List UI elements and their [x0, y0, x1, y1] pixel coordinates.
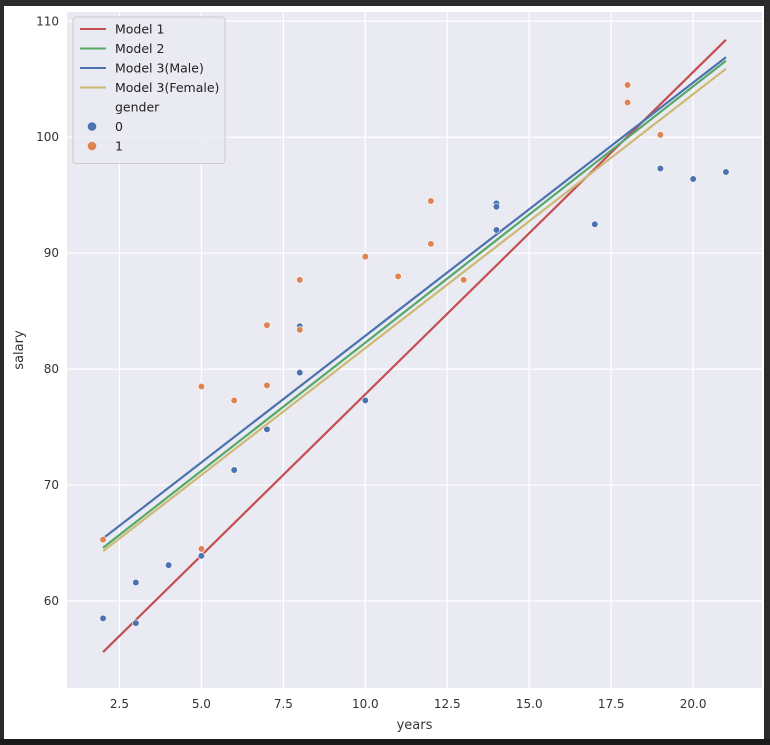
regression-line	[102, 67, 727, 553]
scatter-point	[427, 197, 435, 205]
legend-hue-title: gender	[115, 100, 160, 115]
legend-marker-swatch	[87, 141, 97, 151]
scatter-point	[492, 203, 501, 211]
legend-entry-label: 0	[115, 119, 123, 134]
regression-line	[102, 56, 727, 540]
x-tick-label: 15.0	[516, 697, 543, 711]
legend-entry-label: Model 3(Male)	[115, 61, 204, 76]
y-axis-label: salary	[12, 330, 27, 370]
scatter-point	[296, 276, 304, 284]
scatter-point	[197, 552, 206, 560]
y-tick-label: 70	[44, 478, 59, 492]
window-bottom-edge	[0, 739, 770, 745]
scatter-point	[197, 545, 206, 553]
scatter-point	[263, 381, 271, 389]
legend-entry-label: Model 3(Female)	[115, 80, 219, 95]
y-tick-label: 110	[36, 14, 59, 28]
scatter-point	[263, 321, 271, 329]
scatter-point	[132, 578, 140, 587]
scatter-point	[132, 619, 140, 627]
window-right-edge	[764, 0, 770, 745]
regression-line	[102, 59, 727, 549]
legend-entry-label: 1	[115, 139, 123, 154]
scatter-point	[99, 614, 107, 623]
scatter-point	[230, 396, 238, 405]
legend-box	[72, 16, 226, 164]
scatter-point	[361, 253, 369, 261]
legend: Model 1 Model 2 Model 3(Male) Model 3(Femal…	[72, 16, 226, 164]
y-tick-label: 80	[44, 362, 59, 376]
x-axis-label: years	[397, 718, 433, 733]
scatter-point	[623, 98, 632, 107]
x-tick-label: 5.0	[192, 697, 211, 711]
scatter-point	[591, 220, 599, 228]
scatter-points	[99, 81, 730, 627]
scatter-point	[623, 81, 632, 89]
x-tick-label: 10.0	[352, 697, 379, 711]
x-tick-label: 7.5	[274, 697, 293, 711]
x-tick-label: 12.5	[434, 697, 461, 711]
scatter-point	[296, 326, 304, 334]
scatter-point	[296, 369, 304, 377]
scatter-point	[427, 240, 435, 248]
scatter-point	[99, 535, 107, 544]
scatter-point	[656, 164, 664, 173]
scatter-point	[197, 382, 206, 391]
scatter-point	[361, 396, 369, 405]
legend-entry-label: Model 2	[115, 41, 164, 56]
scatter-point	[492, 226, 501, 234]
scatter-point	[656, 131, 664, 139]
window-left-edge	[0, 0, 4, 745]
scatter-point	[689, 175, 697, 183]
y-tick-label: 100	[36, 130, 59, 144]
scatter-point	[165, 561, 173, 569]
y-tick-label: 60	[44, 594, 59, 608]
regression-lines	[102, 39, 727, 653]
legend-marker-swatch	[87, 122, 97, 131]
legend-entry-label: Model 1	[115, 22, 164, 37]
window-top-edge	[0, 0, 770, 6]
scatter-point	[263, 425, 271, 434]
x-tick-label: 20.0	[680, 697, 707, 711]
x-tick-label: 17.5	[598, 697, 625, 711]
y-tick-label: 90	[44, 246, 59, 260]
x-tick-label: 2.5	[110, 697, 129, 711]
scatter-point	[460, 276, 468, 284]
scatter-point	[394, 272, 402, 280]
scatter-point	[722, 168, 730, 176]
gridlines	[67, 12, 762, 688]
scatter-point	[230, 466, 238, 474]
